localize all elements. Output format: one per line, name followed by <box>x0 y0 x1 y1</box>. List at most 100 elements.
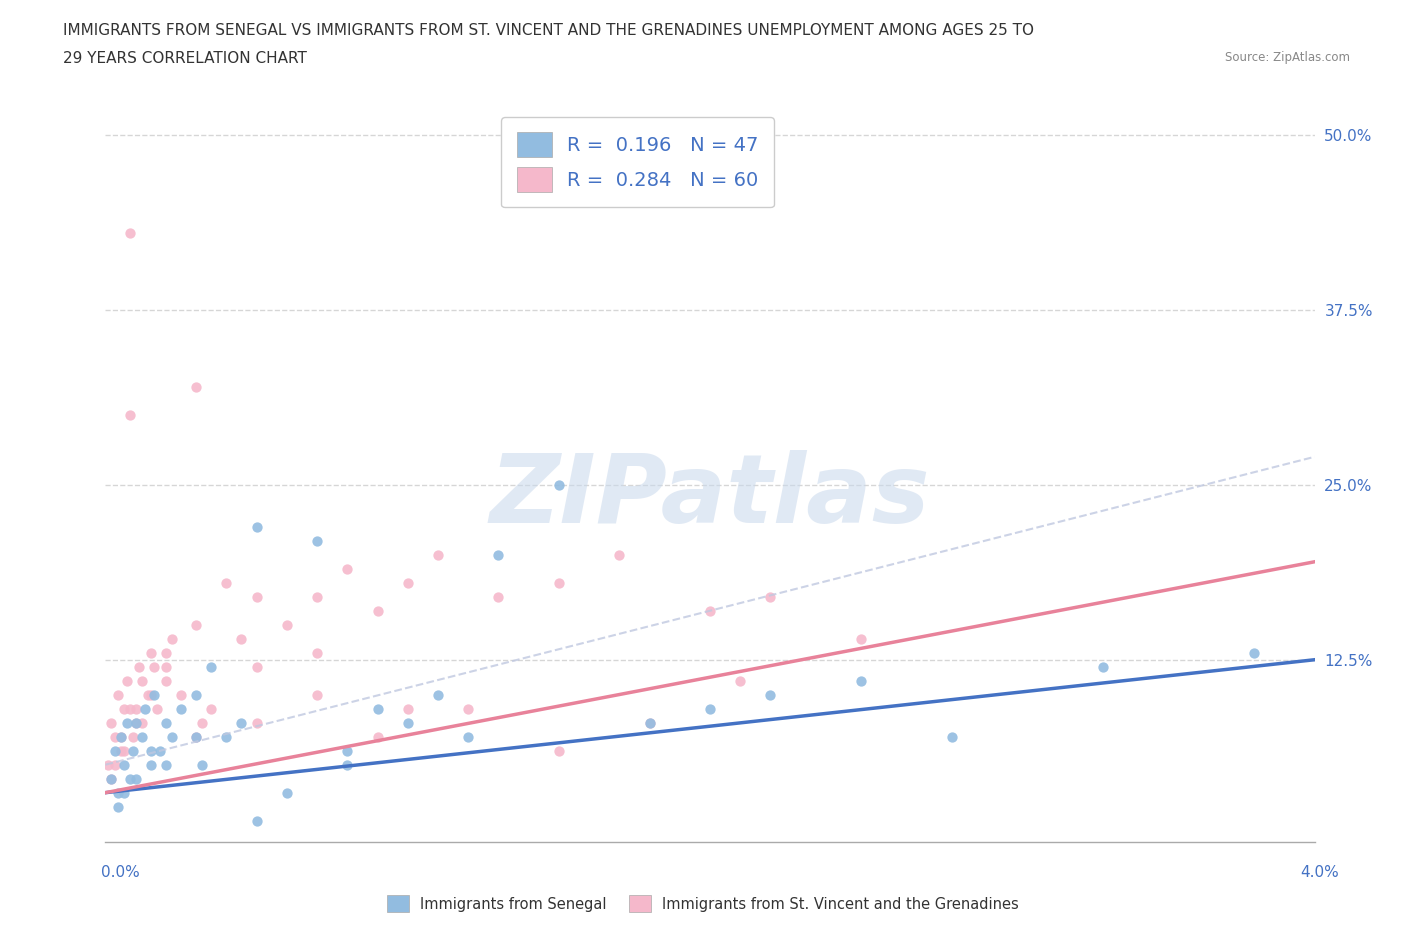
Point <box>200 701 222 716</box>
Legend: Immigrants from Senegal, Immigrants from St. Vincent and the Grenadines: Immigrants from Senegal, Immigrants from… <box>381 890 1025 918</box>
Point <box>139 645 162 660</box>
Point <box>107 687 129 702</box>
Point <box>186 618 208 632</box>
Point <box>115 673 138 688</box>
Point <box>107 785 129 800</box>
Text: 29 YEARS CORRELATION CHART: 29 YEARS CORRELATION CHART <box>63 51 307 66</box>
Point <box>112 743 135 758</box>
Point <box>548 477 571 492</box>
Point <box>146 701 169 716</box>
Point <box>396 576 419 591</box>
Point <box>139 687 162 702</box>
Point <box>142 659 165 674</box>
Text: 4.0%: 4.0% <box>1299 865 1339 880</box>
Point <box>336 562 359 577</box>
Point <box>112 701 135 716</box>
Text: IMMIGRANTS FROM SENEGAL VS IMMIGRANTS FROM ST. VINCENT AND THE GRENADINES UNEMPL: IMMIGRANTS FROM SENEGAL VS IMMIGRANTS FR… <box>63 23 1035 38</box>
Point <box>160 729 183 744</box>
Point <box>336 743 359 758</box>
Point <box>149 743 172 758</box>
Point <box>115 715 138 730</box>
Point <box>638 715 661 730</box>
Point <box>231 715 253 730</box>
Point <box>97 757 120 772</box>
Point <box>307 590 329 604</box>
Point <box>246 590 269 604</box>
Point <box>139 743 162 758</box>
Point <box>186 687 208 702</box>
Point <box>638 715 661 730</box>
Point <box>155 659 177 674</box>
Point <box>155 673 177 688</box>
Point <box>124 715 148 730</box>
Point <box>110 743 132 758</box>
Point <box>276 785 298 800</box>
Point <box>124 715 148 730</box>
Point <box>139 757 162 772</box>
Point <box>609 548 631 563</box>
Point <box>118 771 141 786</box>
Point <box>699 701 721 716</box>
Point <box>396 701 419 716</box>
Point <box>396 715 419 730</box>
Point <box>110 729 132 744</box>
Point <box>100 715 122 730</box>
Point <box>112 757 135 772</box>
Point <box>191 715 214 730</box>
Point <box>124 701 148 716</box>
Point <box>160 631 183 646</box>
Point <box>200 659 222 674</box>
Text: Source: ZipAtlas.com: Source: ZipAtlas.com <box>1225 51 1350 64</box>
Point <box>246 659 269 674</box>
Point <box>851 631 873 646</box>
Point <box>134 701 156 716</box>
Point <box>246 715 269 730</box>
Point <box>488 548 510 563</box>
Point <box>699 604 721 618</box>
Point <box>759 590 782 604</box>
Point <box>136 687 159 702</box>
Point <box>100 771 122 786</box>
Point <box>118 225 141 240</box>
Point <box>103 757 125 772</box>
Text: ZIPatlas: ZIPatlas <box>489 450 931 543</box>
Point <box>851 673 873 688</box>
Point <box>121 729 143 744</box>
Point <box>307 645 329 660</box>
Point <box>118 701 141 716</box>
Point <box>488 590 510 604</box>
Point <box>307 533 329 548</box>
Point <box>457 729 479 744</box>
Point <box>215 576 238 591</box>
Point <box>307 687 329 702</box>
Point <box>121 743 143 758</box>
Point <box>730 673 752 688</box>
Point <box>100 771 122 786</box>
Point <box>215 729 238 744</box>
Point <box>366 729 388 744</box>
Point <box>457 701 479 716</box>
Text: 0.0%: 0.0% <box>101 865 141 880</box>
Point <box>142 687 165 702</box>
Point <box>759 687 782 702</box>
Point <box>170 687 193 702</box>
Point <box>131 673 153 688</box>
Point <box>336 757 359 772</box>
Point <box>124 771 148 786</box>
Point <box>1092 659 1115 674</box>
Point <box>366 604 388 618</box>
Point <box>118 407 141 422</box>
Point <box>427 548 450 563</box>
Point <box>103 729 125 744</box>
Point <box>548 576 571 591</box>
Point <box>276 618 298 632</box>
Point <box>155 757 177 772</box>
Point <box>155 645 177 660</box>
Point <box>186 379 208 394</box>
Point <box>112 785 135 800</box>
Point <box>131 729 153 744</box>
Point <box>155 715 177 730</box>
Point <box>548 743 571 758</box>
Point <box>246 519 269 534</box>
Point <box>366 701 388 716</box>
